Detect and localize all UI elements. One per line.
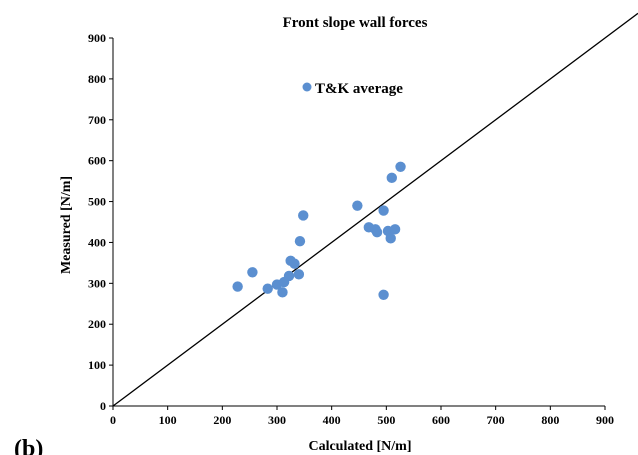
x-tick-label: 500 [377, 413, 395, 427]
x-tick-label: 100 [159, 413, 177, 427]
data-point [352, 200, 363, 211]
y-tick-label: 0 [100, 399, 106, 413]
y-tick-label: 700 [88, 113, 106, 127]
y-tick-label: 200 [88, 317, 106, 331]
data-point [232, 281, 243, 292]
data-point [385, 233, 396, 244]
y-tick-label: 800 [88, 72, 106, 86]
y-tick-label: 500 [88, 195, 106, 209]
legend: T&K average [302, 81, 403, 97]
data-point [262, 283, 273, 294]
data-point [293, 269, 305, 280]
data-point [289, 258, 300, 269]
data-point [371, 227, 383, 238]
data-points [232, 161, 406, 300]
y-tick-label: 600 [88, 154, 106, 168]
x-tick-label: 400 [323, 413, 341, 427]
data-point [395, 161, 406, 172]
x-tick-label: 200 [213, 413, 231, 427]
x-tick-label: 800 [541, 413, 559, 427]
plot-area: 0 100 200 300 400 500 600 700 800 900 0 100 200 300 4… [88, 12, 638, 427]
x-axis-ticks: 0 100 200 300 400 500 600 700 800 900 [110, 406, 614, 427]
data-point [386, 172, 397, 184]
y-tick-label: 300 [88, 276, 106, 290]
data-point [298, 210, 309, 221]
x-tick-label: 700 [487, 413, 505, 427]
y-tick-label: 400 [88, 235, 106, 249]
x-tick-label: 300 [268, 413, 286, 427]
panel-label: (b) [14, 436, 43, 455]
x-axis-label: Calculated [N/m] [308, 439, 411, 454]
x-tick-label: 600 [432, 413, 450, 427]
data-point [283, 270, 295, 282]
data-point [277, 287, 288, 298]
one-to-one-reference-line [112, 12, 638, 407]
legend-label: T&K average [315, 81, 403, 97]
data-point [294, 236, 306, 247]
chart-title: Front slope wall forces [283, 15, 428, 31]
data-point [378, 205, 389, 216]
data-point [247, 267, 258, 278]
legend-marker-icon [302, 82, 312, 92]
data-point [389, 224, 401, 235]
x-tick-label: 900 [596, 413, 614, 427]
x-tick-label: 0 [110, 413, 116, 427]
y-axis-ticks: 0 100 200 300 400 500 600 700 800 900 [88, 31, 113, 413]
y-tick-label: 100 [88, 358, 106, 372]
data-point [378, 289, 389, 300]
y-axis-label: Measured [N/m] [59, 176, 74, 274]
y-tick-label: 900 [88, 31, 106, 45]
